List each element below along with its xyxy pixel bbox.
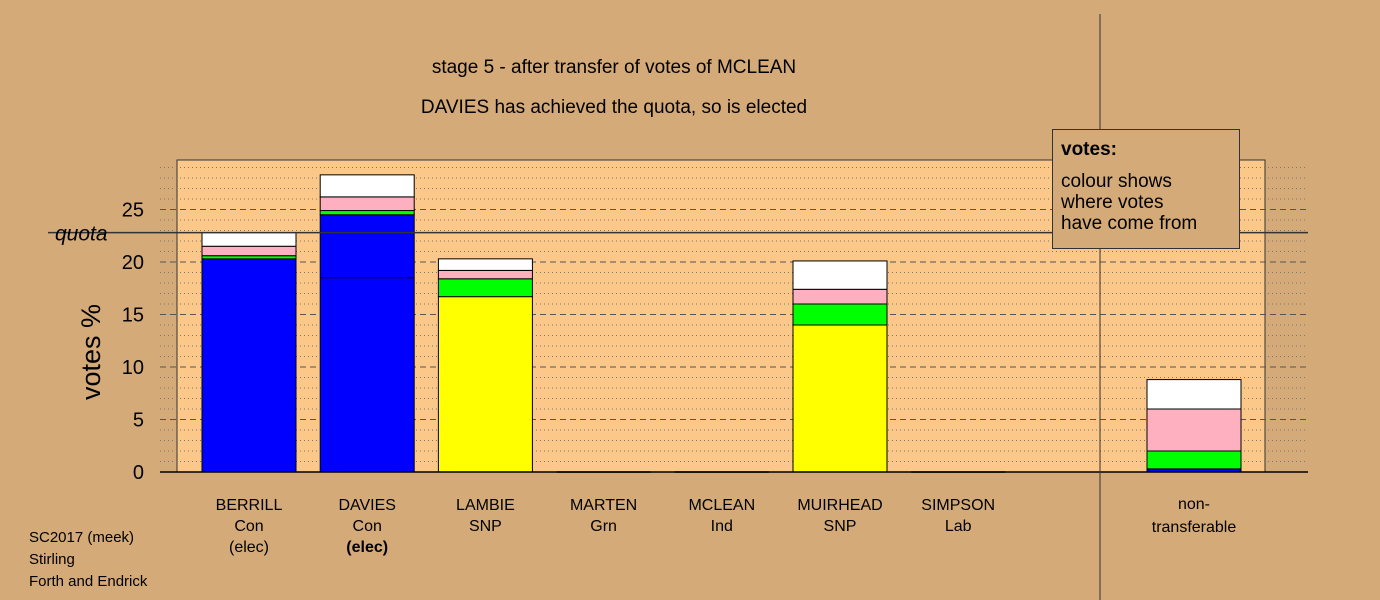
candidate-status-label: (elec) (229, 539, 269, 556)
candidate-name-label: MARTEN (570, 497, 637, 514)
y-tick-label: 5 (133, 410, 144, 432)
y-tick-label: 0 (133, 462, 144, 484)
bar-lambie-segment-ind (437, 258, 533, 271)
y-tick-label: 10 (122, 357, 144, 379)
candidate-party-label: Lab (945, 518, 972, 535)
bar-lambie-segment-snp (437, 296, 533, 473)
bar-davies-segment-ind (319, 174, 415, 198)
y-tick-label: 15 (122, 305, 144, 327)
bar-berrill-segment-ind (201, 232, 297, 247)
y-tick-label: 20 (122, 252, 144, 274)
candidate-name-label: LAMBIE (456, 497, 515, 514)
candidate-party-label: SNP (824, 518, 857, 535)
bar-berrill-segment-con (201, 258, 297, 473)
candidate-name-label: MCLEAN (688, 497, 755, 514)
y-tick-label: 25 (122, 200, 144, 222)
y-axis-ticks: 0 5 10 15 20 25 (122, 200, 144, 485)
x-axis-labels: BERRILL Con (elec) DAVIES Con (elec) LAMBIE SNP… (216, 496, 1237, 556)
bar-muirhead-segment-grn (792, 303, 888, 326)
candidate-name-label: SIMPSON (921, 497, 995, 514)
bar-davies-segment-lab (319, 196, 415, 212)
bar-non-transferable-segment-lab (1146, 408, 1242, 452)
legend-box: votes: colour shows where votes have com… (1052, 129, 1240, 249)
footer-ward: Forth and Endrick (29, 573, 148, 590)
non-transferable-label: transferable (1152, 519, 1237, 536)
non-transferable-label: non- (1178, 496, 1210, 513)
candidate-name-label: DAVIES (338, 497, 396, 514)
bar-berrill-segment-lab (201, 245, 297, 257)
bar-lambie-segment-grn (437, 278, 533, 298)
chart-subtitle: DAVIES has achieved the quota, so is ele… (421, 97, 807, 118)
legend-title: votes: (1061, 139, 1117, 160)
candidate-party-label: Con (353, 518, 382, 535)
bars-group (201, 174, 1242, 473)
candidate-name-label: BERRILL (216, 497, 283, 514)
candidate-status-label: (elec) (346, 539, 388, 556)
bar-muirhead-segment-lab (792, 288, 888, 305)
candidate-party-label: Con (234, 518, 263, 535)
candidate-party-label: Ind (711, 518, 733, 535)
quota-label: quota (55, 223, 108, 246)
bar-lambie-segment-lab (437, 269, 533, 280)
legend-line-1: colour shows (1061, 171, 1172, 192)
legend-line-2: where votes (1061, 192, 1164, 213)
bar-muirhead-segment-snp (792, 324, 888, 473)
bar-davies-segment-grn (319, 210, 415, 216)
candidate-name-label: MUIRHEAD (797, 497, 882, 514)
y-axis-label: votes % (76, 304, 106, 400)
bar-muirhead-segment-ind (792, 260, 888, 290)
footer-election: SC2017 (meek) (29, 529, 135, 546)
bar-davies-segment-con (319, 214, 415, 473)
candidate-party-label: Grn (590, 518, 617, 535)
legend-line-3: have come from (1061, 213, 1198, 234)
bar-non-transferable-segment-ind (1146, 379, 1242, 410)
chart-title: stage 5 - after transfer of votes of MCL… (432, 57, 796, 78)
bar-non-transferable-segment-grn (1146, 450, 1242, 470)
footer-council: Stirling (29, 551, 75, 568)
candidate-party-label: SNP (469, 518, 502, 535)
